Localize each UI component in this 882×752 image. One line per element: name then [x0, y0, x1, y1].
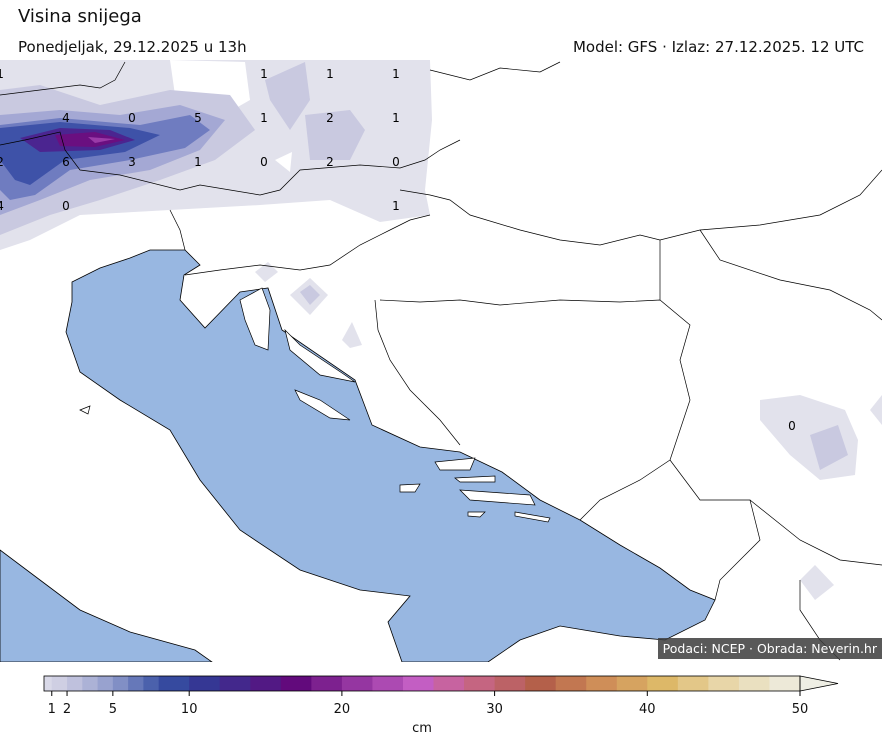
colorbar-tick-label: 30 — [486, 702, 503, 717]
model-info: Model: GFS · Izlaz: 27.12.2025. 12 UTC — [572, 38, 864, 56]
point-value: 4 — [62, 111, 70, 125]
forecast-date: Ponedjeljak, 29.12.2025 u 13h — [18, 38, 247, 56]
snow-contour-level-1 — [342, 322, 362, 348]
colorbar-segments — [44, 676, 801, 691]
colorbar-unit-label: cm — [412, 721, 432, 736]
colorbar-segment — [372, 676, 404, 691]
colorbar-segment — [616, 676, 648, 691]
colorbar-segment — [44, 676, 53, 691]
point-value: 0 — [260, 155, 268, 169]
point-value: 1 — [260, 111, 268, 125]
colorbar-segment — [82, 676, 99, 691]
snow-contour-level-2 — [300, 285, 320, 305]
colorbar-segment — [189, 676, 221, 691]
point-value: 1 — [0, 67, 4, 81]
colorbar-segment — [738, 676, 770, 691]
sea — [0, 249, 716, 662]
colorbar-segment — [769, 676, 801, 691]
point-value: 0 — [392, 155, 400, 169]
snow-contour-level-7 — [55, 132, 125, 147]
colorbar-segment — [341, 676, 373, 691]
colorbar-segment — [708, 676, 740, 691]
colorbar-segment — [128, 676, 144, 691]
snow-contour-level-1 — [870, 395, 882, 425]
colorbar-tick-label: 10 — [181, 702, 198, 717]
snow-contour-level-8 — [88, 137, 115, 143]
colorbar-tick-label: 1 — [48, 702, 56, 717]
snow-contour-level-2 — [305, 110, 365, 160]
colorbar-segment — [67, 676, 83, 691]
snow-contour-level-1 — [760, 395, 858, 480]
point-value: 0 — [788, 419, 796, 433]
point-value: 5 — [194, 111, 202, 125]
point-value: 1 — [392, 111, 400, 125]
point-value-labels: 1 1 1 1 4 0 5 1 2 1 2 6 3 1 0 2 0 4 0 1 0 — [0, 67, 796, 433]
colorbar-segment — [219, 676, 251, 691]
colorbar-segment — [433, 676, 465, 691]
colorbar: 1 2 5 10 20 30 40 50 cm — [43, 675, 839, 736]
colorbar-tick-label: 50 — [792, 702, 809, 717]
colorbar-segment — [250, 676, 282, 691]
colorbar-segment — [555, 676, 587, 691]
adriatic-sea — [65, 249, 716, 662]
point-value: 1 — [392, 199, 400, 213]
country-borders — [0, 61, 882, 661]
point-value: 6 — [62, 155, 70, 169]
colorbar-segment — [586, 676, 618, 691]
colorbar-segment — [143, 676, 160, 691]
colorbar-segment — [647, 676, 679, 691]
colorbar-segment — [51, 676, 68, 691]
colorbar-tick-label: 40 — [639, 702, 656, 717]
colorbar-tick-label: 20 — [334, 702, 351, 717]
islands — [79, 287, 551, 523]
point-value: 1 — [260, 67, 268, 81]
snow-contour-level-1 — [255, 262, 278, 282]
point-value: 1 — [392, 67, 400, 81]
colorbar-tick-label: 2 — [63, 702, 71, 717]
point-value: 2 — [0, 155, 4, 169]
point-value: 0 — [128, 111, 136, 125]
colorbar-segment — [525, 676, 557, 691]
colorbar-tick-label: 5 — [109, 702, 117, 717]
colorbar-segment — [677, 676, 709, 691]
colorbar-segment — [402, 676, 435, 691]
colorbar-ticks: 1 2 5 10 20 30 40 50 — [48, 691, 809, 717]
colorbar-frame — [43, 675, 801, 692]
point-value: 1 — [194, 155, 202, 169]
colorbar-extend-arrow — [799, 675, 839, 692]
point-value: 3 — [128, 155, 136, 169]
point-value: 1 — [326, 67, 334, 81]
map: 1 1 1 1 4 0 5 1 2 1 2 6 3 1 0 2 0 4 0 1 0 — [0, 60, 882, 662]
point-value: 2 — [326, 111, 334, 125]
colorbar-segment — [311, 676, 343, 691]
colorbar-segment — [464, 676, 496, 691]
snow-contour-level-2 — [810, 425, 848, 470]
snow-contour-level-1 — [800, 565, 834, 600]
colorbar-segment — [280, 676, 312, 691]
point-value: 0 — [62, 199, 70, 213]
attribution: Podaci: NCEP · Obrada: Neverin.hr — [657, 638, 882, 659]
colorbar-segment — [97, 676, 114, 691]
chart-title: Visina snijega — [18, 6, 142, 27]
colorbar-segment — [112, 676, 129, 691]
colorbar-segment — [158, 676, 190, 691]
colorbar-segment — [494, 676, 526, 691]
no-snow-gap — [275, 152, 292, 172]
point-value: 4 — [0, 199, 4, 213]
point-value: 2 — [326, 155, 334, 169]
snow-contour-level-2 — [265, 62, 310, 130]
tyrrhenian-sea — [0, 549, 213, 662]
